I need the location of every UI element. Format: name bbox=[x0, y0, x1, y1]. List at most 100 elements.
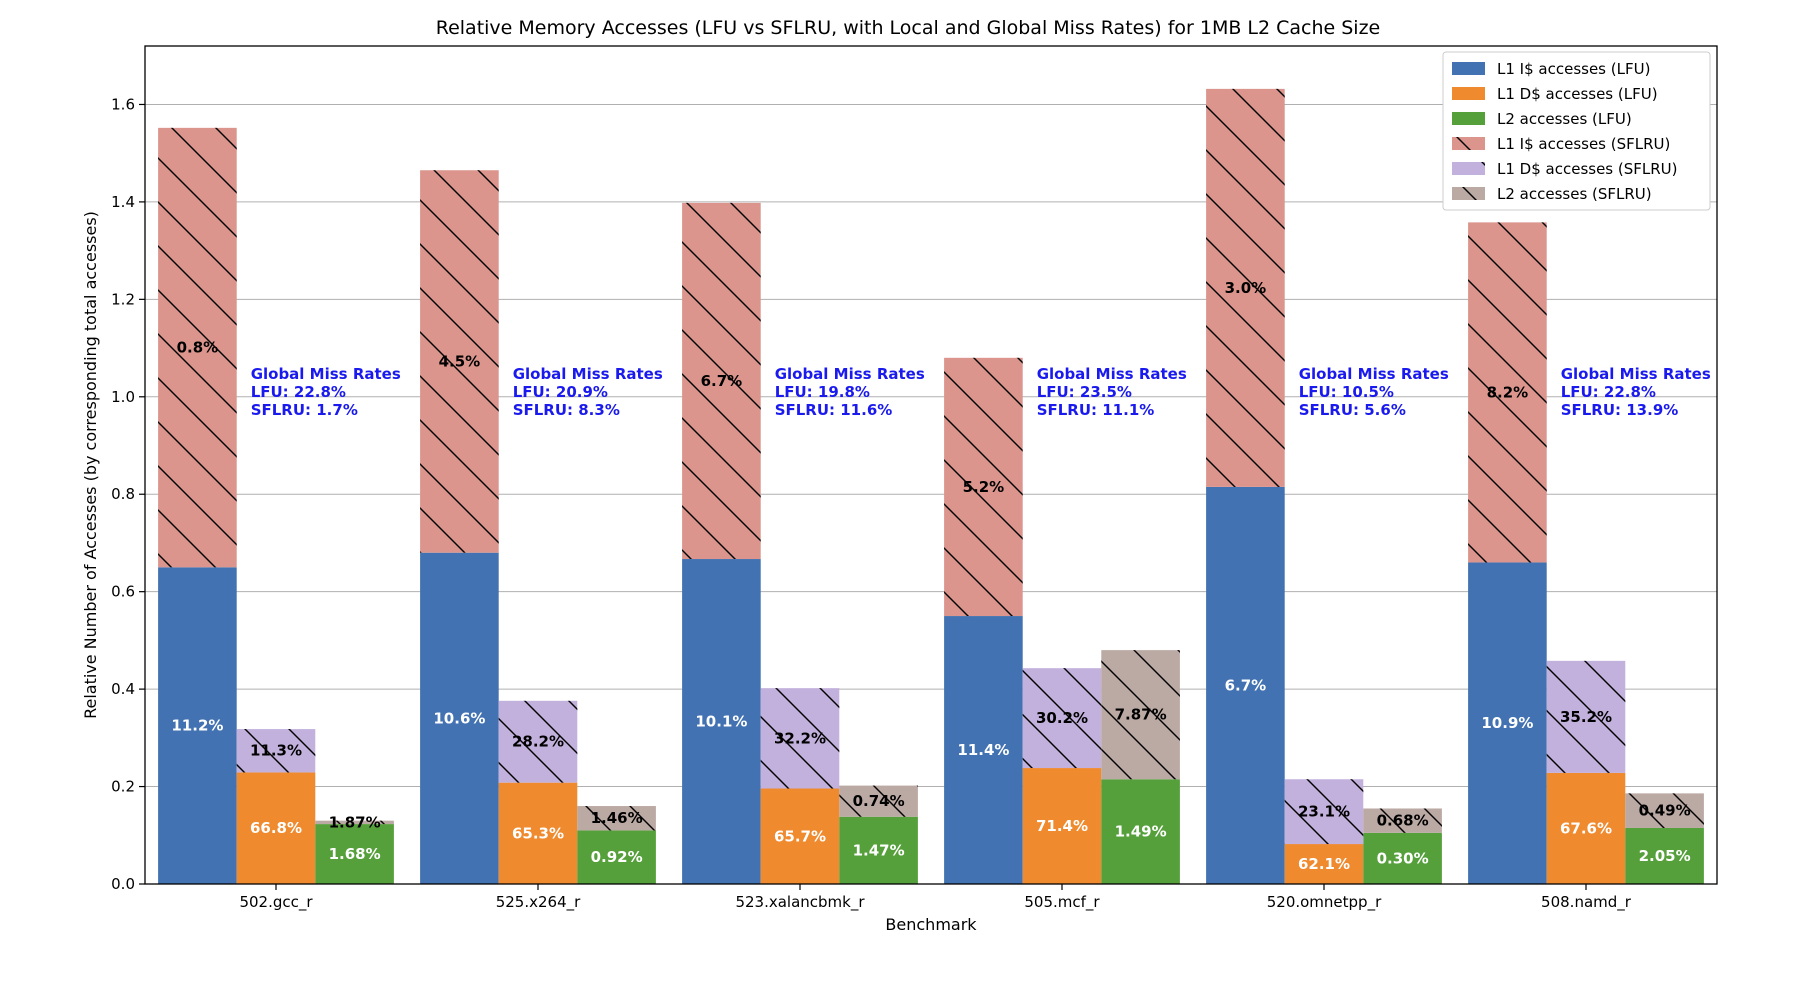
bar-sflru-hatch bbox=[760, 688, 840, 789]
bar-sflru-hatch bbox=[1468, 222, 1547, 563]
bar-label-sflru: 0.49% bbox=[1639, 802, 1691, 820]
legend-box bbox=[1442, 51, 1711, 211]
annotation-text: SFLRU: 5.6% bbox=[1299, 401, 1406, 419]
bar-label-lfu: 10.9% bbox=[1481, 714, 1533, 732]
x-tick-label: 508.namd_r bbox=[1541, 893, 1632, 912]
bar-label-sflru: 11.3% bbox=[250, 742, 302, 760]
bar-label-lfu: 2.05% bbox=[1639, 847, 1691, 865]
global-miss-rate-annotations: Global Miss Rates LFU: 22.8%SFLRU: 1.7% Gl… bbox=[251, 365, 1711, 419]
legend-swatch bbox=[1452, 62, 1485, 75]
legend-label: L2 accesses (LFU) bbox=[1497, 110, 1632, 128]
bar-label-sflru: 23.1% bbox=[1298, 803, 1350, 821]
bar-label-sflru: 1.46% bbox=[591, 809, 643, 827]
bar-label-lfu: 1.49% bbox=[1115, 823, 1167, 841]
annotation-text: LFU: 10.5% bbox=[1299, 383, 1394, 401]
y-tick-label: 1.4 bbox=[111, 193, 135, 211]
bar-label-lfu: 11.2% bbox=[171, 717, 223, 735]
y-tick-label: 0.4 bbox=[111, 680, 135, 698]
bar-label-lfu: 1.68% bbox=[329, 845, 381, 863]
bar-lfu bbox=[236, 772, 316, 884]
legend-swatch bbox=[1452, 112, 1485, 125]
y-tick-label: 1.0 bbox=[111, 388, 135, 406]
bar-label-sflru: 7.87% bbox=[1115, 706, 1167, 724]
x-tick-label: 520.omnetpp_r bbox=[1267, 893, 1382, 912]
plot-area bbox=[144, 45, 1718, 885]
annotation-text: LFU: 20.9% bbox=[513, 383, 608, 401]
y-axis: 0.0 0.2 0.4 0.6 0.8 1.0 1.2 1.4 1.6 bbox=[111, 95, 145, 893]
bar-sflru-hatch bbox=[1546, 660, 1626, 773]
bar-sflru-hatch bbox=[682, 202, 761, 560]
annotation-text: SFLRU: 13.9% bbox=[1561, 401, 1679, 419]
bar-label-sflru: 0.74% bbox=[853, 792, 905, 810]
bar-sflru-hatch bbox=[1101, 650, 1180, 780]
bar-label-lfu: 71.4% bbox=[1036, 817, 1088, 835]
bar-label-lfu: 10.6% bbox=[433, 709, 485, 727]
legend-swatch-hatch bbox=[1452, 137, 1485, 150]
bar-sflru-hatch bbox=[420, 170, 499, 553]
bar-label-lfu: 0.92% bbox=[591, 848, 643, 866]
x-axis-label: Benchmark bbox=[885, 915, 977, 934]
bar-sflru-hatch bbox=[1022, 668, 1102, 769]
legend-swatch-hatch bbox=[1452, 187, 1485, 200]
bar-lfu bbox=[315, 824, 394, 884]
legend: L1 I$ accesses (LFU) L1 D$ accesses (LFU)… bbox=[1442, 51, 1711, 211]
bar-lfu bbox=[158, 567, 237, 884]
bar-sflru-hatch bbox=[498, 700, 578, 783]
bar-lfu bbox=[1546, 772, 1626, 884]
x-tick-label: 523.xalancbmk_r bbox=[735, 893, 865, 912]
bar-label-sflru: 0.68% bbox=[1377, 812, 1429, 830]
bar-label-sflru: 28.2% bbox=[512, 733, 564, 751]
bar-sflru-hatch bbox=[1284, 779, 1364, 845]
legend-label: L1 D$ accesses (LFU) bbox=[1497, 85, 1658, 103]
annotation-text: SFLRU: 11.6% bbox=[775, 401, 893, 419]
bar-label-sflru: 8.2% bbox=[1487, 383, 1529, 401]
bar-label-sflru: 6.7% bbox=[701, 372, 743, 390]
legend-label: L2 accesses (SFLRU) bbox=[1497, 185, 1652, 203]
y-tick-label: 0.0 bbox=[111, 875, 135, 893]
bar-lfu bbox=[1206, 486, 1285, 884]
bar-sflru-hatch bbox=[1206, 88, 1285, 487]
legend-swatch-hatch bbox=[1452, 162, 1485, 175]
legend-label: L1 I$ accesses (SFLRU) bbox=[1497, 135, 1670, 153]
y-tick-label: 0.2 bbox=[111, 778, 135, 796]
bar-label-sflru: 1.87% bbox=[329, 813, 381, 831]
bar-lfu bbox=[1363, 832, 1442, 884]
bar-sflru-hatch bbox=[315, 820, 394, 825]
annotation-text: LFU: 22.8% bbox=[251, 383, 346, 401]
annotation-text: Global Miss Rates bbox=[513, 365, 663, 383]
bar-label-sflru: 4.5% bbox=[439, 352, 481, 370]
legend-label: L1 I$ accesses (LFU) bbox=[1497, 60, 1650, 78]
bar-label-sflru: 5.2% bbox=[963, 478, 1005, 496]
bar-sflru-hatch bbox=[1625, 793, 1704, 828]
bar-lfu bbox=[682, 559, 761, 884]
bar-sflru-hatch bbox=[944, 357, 1023, 617]
bar-label-lfu: 62.1% bbox=[1298, 855, 1350, 873]
bar-label-lfu: 6.7% bbox=[1225, 676, 1267, 694]
bar-label-sflru: 35.2% bbox=[1560, 708, 1612, 726]
bar-label-sflru: 32.2% bbox=[774, 729, 826, 747]
bar-label-lfu: 67.6% bbox=[1560, 819, 1612, 837]
bar-label-lfu: 66.8% bbox=[250, 819, 302, 837]
annotation-text: LFU: 19.8% bbox=[775, 383, 870, 401]
bar-label-lfu: 10.1% bbox=[695, 713, 747, 731]
bar-sflru-hatch bbox=[158, 127, 237, 568]
bar-sflru-hatch bbox=[236, 729, 316, 773]
x-tick-label: 525.x264_r bbox=[496, 893, 581, 912]
legend-swatch bbox=[1452, 87, 1485, 100]
bar-sflru-hatch bbox=[1363, 808, 1442, 833]
bar-lfu bbox=[1022, 768, 1102, 884]
y-tick-label: 0.6 bbox=[111, 583, 135, 601]
y-tick-label: 0.8 bbox=[111, 485, 135, 503]
annotation-text: Global Miss Rates bbox=[1299, 365, 1449, 383]
bar-label-lfu: 65.7% bbox=[774, 827, 826, 845]
x-axis: 502.gcc_r 525.x264_r 523.xalancbmk_r 505.mc… bbox=[239, 884, 1632, 912]
annotation-text: SFLRU: 1.7% bbox=[251, 401, 358, 419]
bar-lfu bbox=[420, 552, 499, 884]
gridlines bbox=[145, 103, 1717, 885]
x-tick-label: 505.mcf_r bbox=[1024, 893, 1100, 912]
annotation-text: SFLRU: 8.3% bbox=[513, 401, 620, 419]
bar-sflru-hatch bbox=[577, 806, 656, 831]
y-axis-label: Relative Number of Accesses (by correspo… bbox=[81, 211, 100, 719]
bar-sflru-hatch bbox=[839, 785, 918, 817]
